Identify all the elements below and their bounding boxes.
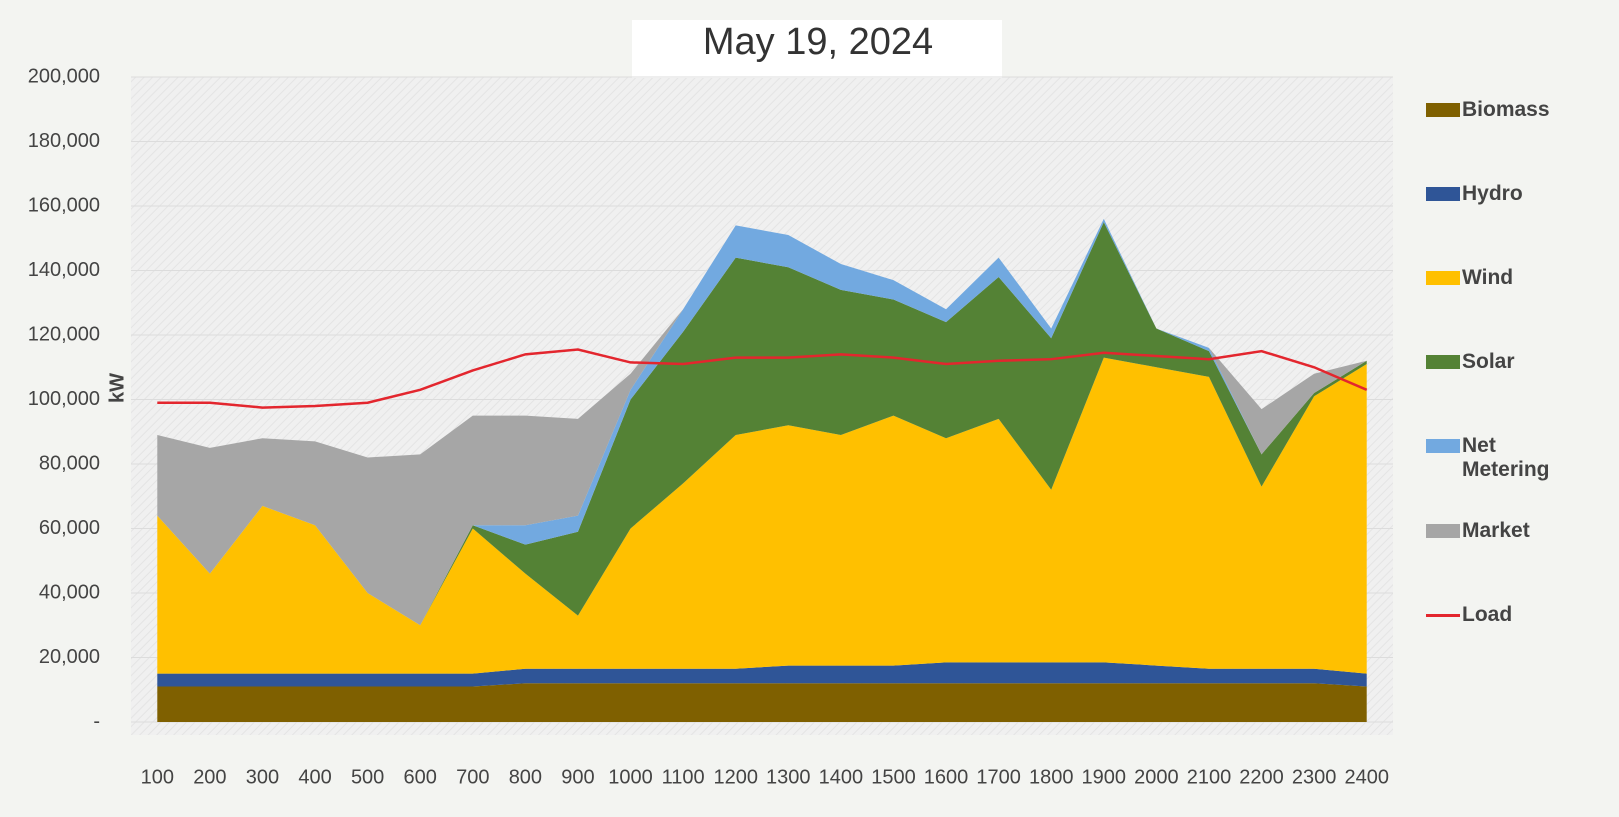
- legend-label: Net Metering: [1462, 434, 1550, 481]
- area: [157, 683, 1367, 722]
- x-tick-label: 2100: [1187, 766, 1232, 788]
- x-tick-label: 200: [193, 766, 226, 788]
- legend-label: Wind: [1462, 266, 1514, 289]
- x-tick-label: 1500: [871, 766, 916, 788]
- y-tick-label: 180,000: [28, 130, 100, 152]
- x-tick-label: 2200: [1239, 766, 1284, 788]
- x-tick-label: 900: [561, 766, 594, 788]
- area: [157, 222, 1367, 626]
- x-tick-label: 1000: [608, 766, 653, 788]
- legend-swatch: [1426, 614, 1460, 617]
- x-tick-label: 1400: [819, 766, 864, 788]
- x-tick-label: 1300: [766, 766, 811, 788]
- y-tick-label: 120,000: [28, 323, 100, 345]
- legend-swatch: [1426, 187, 1460, 201]
- x-tick-label: 1100: [662, 766, 705, 788]
- legend-label: Hydro: [1462, 182, 1523, 205]
- x-tick-label: 500: [351, 766, 384, 788]
- y-tick-label: 80,000: [39, 452, 100, 474]
- x-tick-label: 600: [404, 766, 437, 788]
- x-tick-label: 1600: [924, 766, 969, 788]
- legend-label: Solar: [1462, 350, 1515, 373]
- y-axis-label: kW: [106, 373, 128, 403]
- y-tick-label: -: [93, 710, 100, 732]
- legend-item: Biomass: [1426, 98, 1582, 122]
- x-tick-label: 300: [246, 766, 279, 788]
- y-tick-label: 100,000: [28, 388, 100, 410]
- y-tick-label: 60,000: [39, 517, 100, 539]
- legend-label: Load: [1462, 603, 1513, 626]
- y-tick-label: 200,000: [28, 65, 100, 87]
- legend-item: Net Metering: [1426, 434, 1582, 482]
- y-tick-label: 40,000: [39, 581, 100, 603]
- area: [157, 218, 1367, 626]
- y-tick-label: 160,000: [28, 194, 100, 216]
- legend-swatch: [1426, 271, 1460, 285]
- chart-title: May 19, 2024: [703, 21, 933, 63]
- legend-item: Load: [1426, 603, 1582, 627]
- legend-item: Hydro: [1426, 182, 1582, 206]
- x-tick-label: 1900: [1082, 766, 1127, 788]
- legend-label: Market: [1462, 519, 1530, 542]
- load-line: [157, 348, 1368, 409]
- area: [157, 662, 1367, 687]
- y-tick-label: 140,000: [28, 259, 100, 281]
- x-tick-label: 2300: [1292, 766, 1337, 788]
- legend-item: Wind: [1426, 266, 1582, 290]
- x-tick-label: 800: [509, 766, 542, 788]
- title-box: [632, 20, 1002, 78]
- legend-item: Market: [1426, 519, 1582, 543]
- legend-swatch: [1426, 355, 1460, 369]
- area: [157, 357, 1367, 674]
- x-tick-label: 400: [298, 766, 331, 788]
- legend-swatch: [1426, 524, 1460, 538]
- x-tick-label: 1700: [976, 766, 1021, 788]
- x-tick-label: 700: [456, 766, 489, 788]
- x-tick-label: 2000: [1134, 766, 1179, 788]
- legend-label: Biomass: [1462, 98, 1550, 121]
- x-tick-label: 2400: [1344, 766, 1389, 788]
- x-tick-label: 1800: [1029, 766, 1074, 788]
- x-tick-label: 1200: [713, 766, 758, 788]
- y-tick-label: 20,000: [39, 646, 100, 668]
- legend-swatch: [1426, 103, 1460, 117]
- legend-item: Solar: [1426, 350, 1582, 374]
- x-tick-label: 100: [141, 766, 174, 788]
- legend-swatch: [1426, 439, 1460, 453]
